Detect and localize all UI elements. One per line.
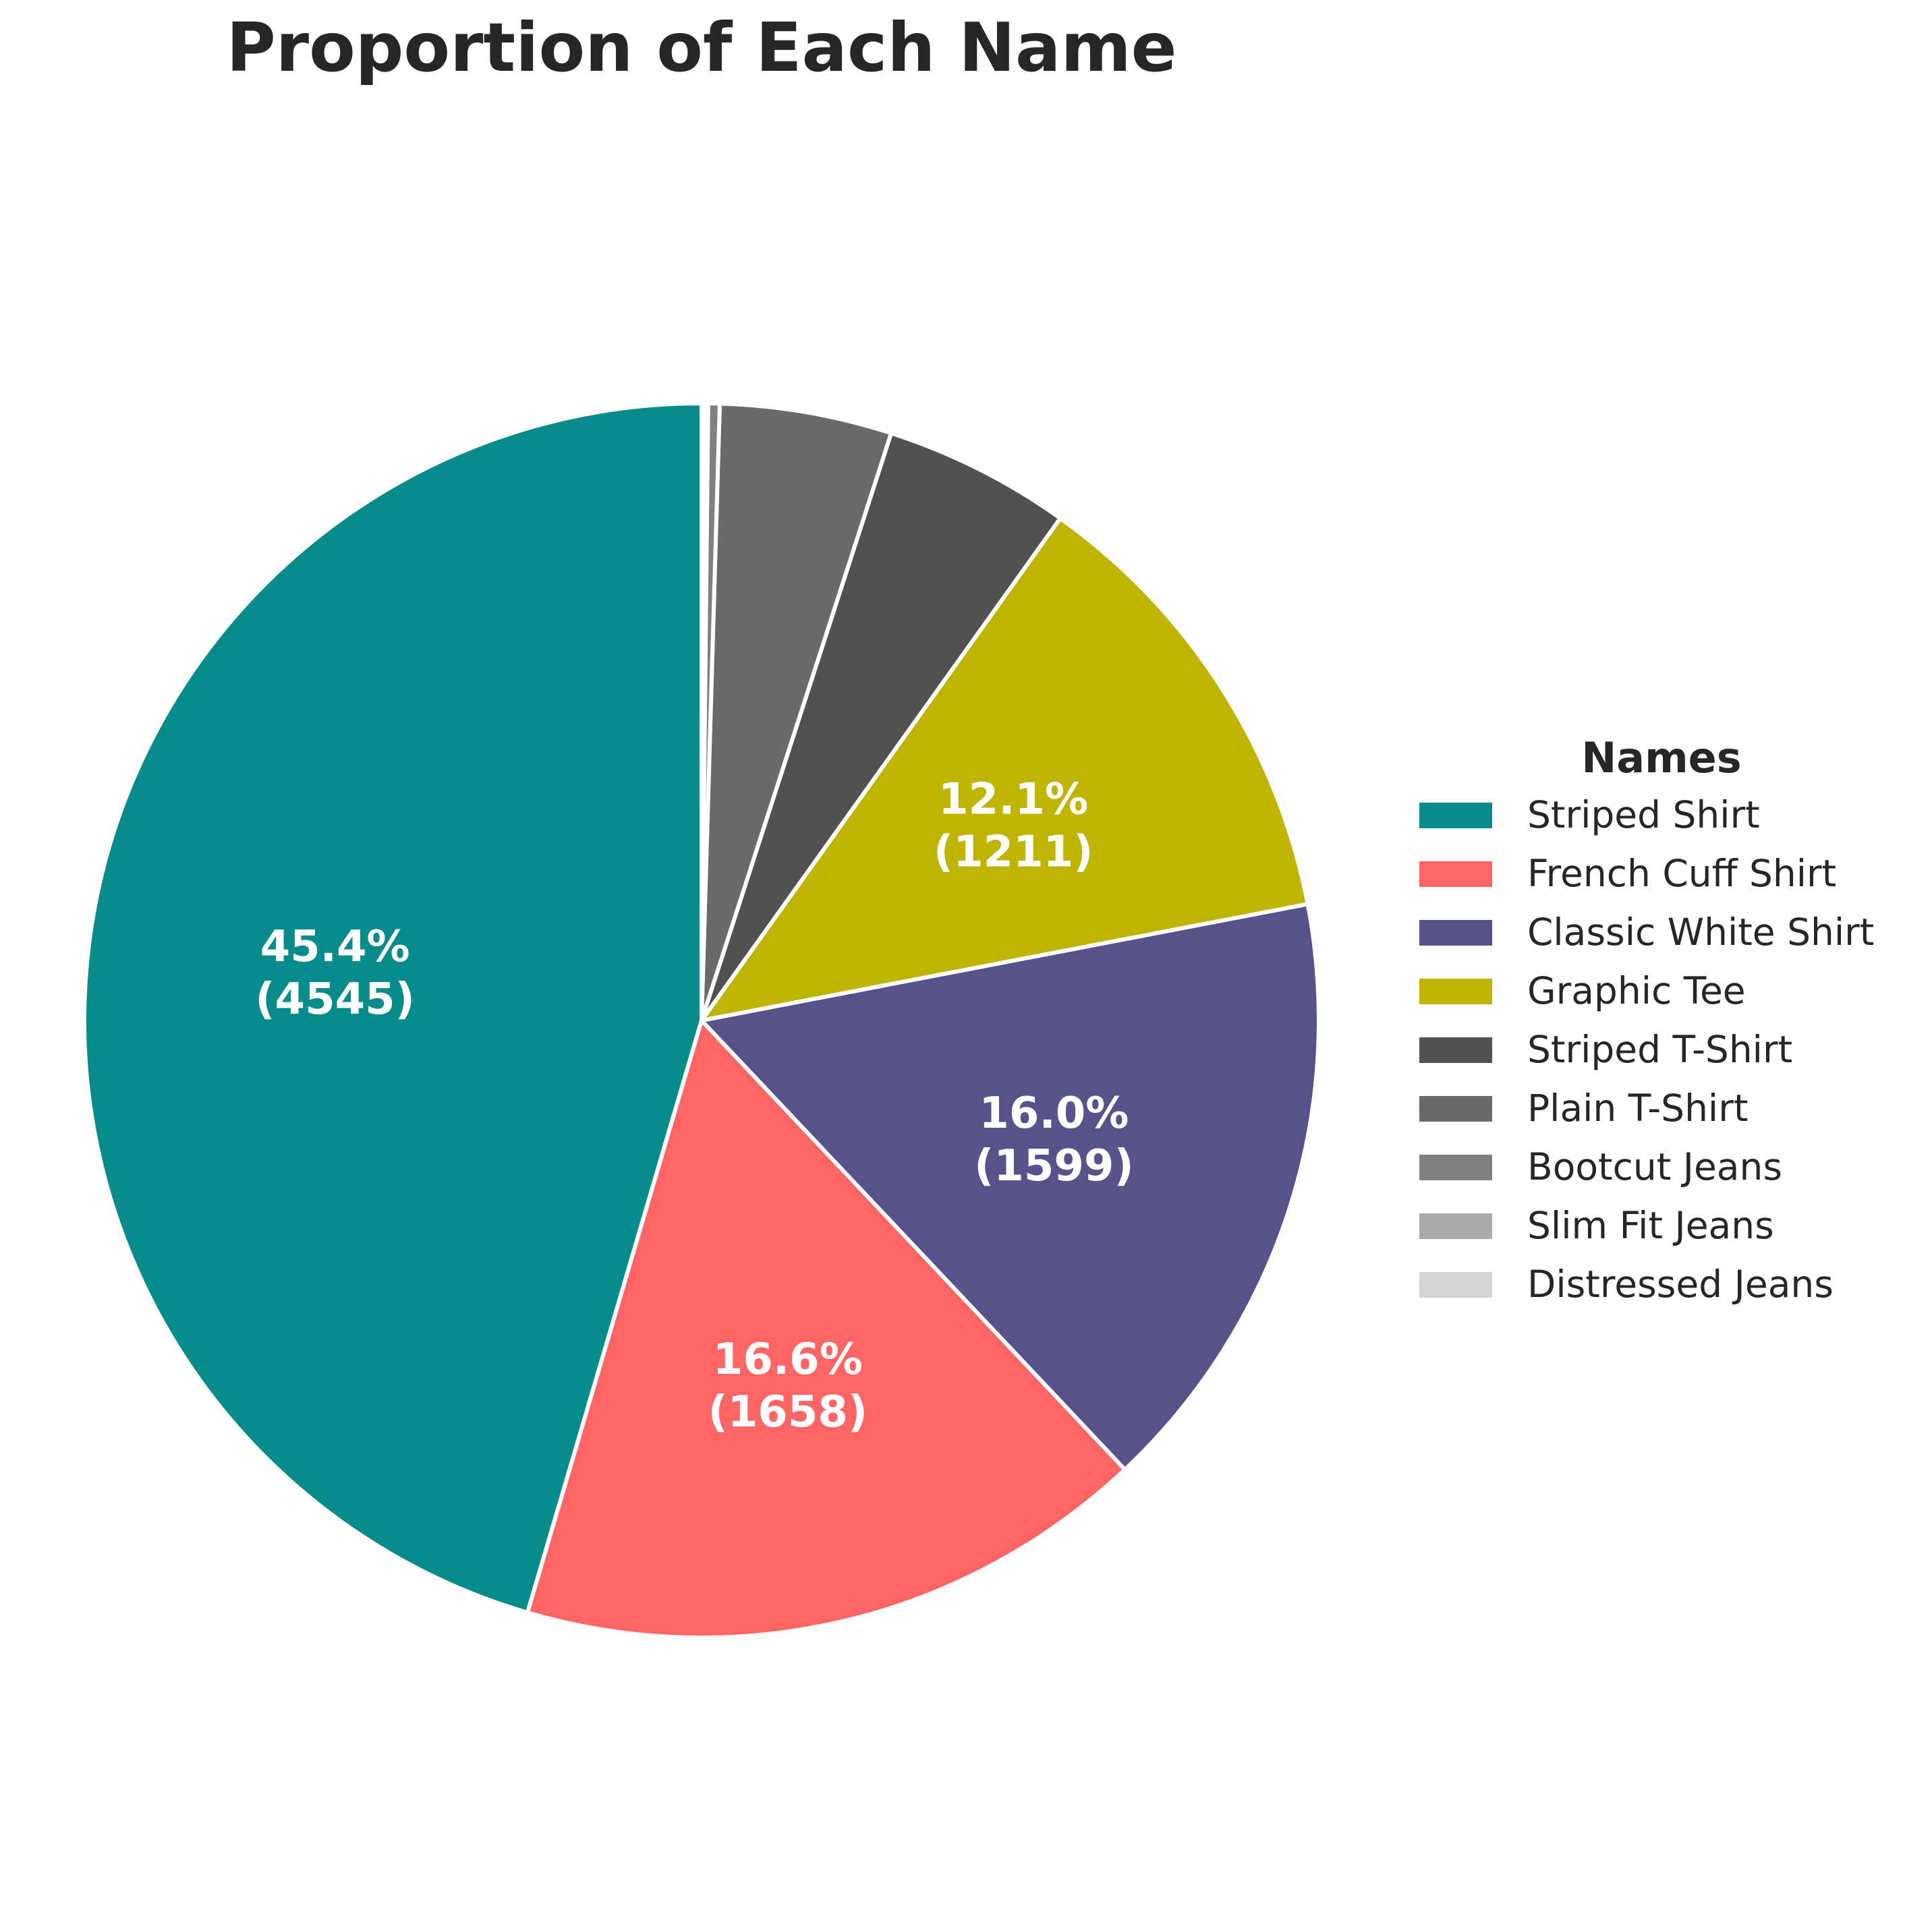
legend-label-classic-white-shirt: Classic White Shirt: [1527, 911, 1874, 954]
slice-percent-label: 16.0%: [979, 1089, 1129, 1139]
pie-slice-striped-t-shirt: [700, 431, 1062, 1022]
legend-label-graphic-tee: Graphic Tee: [1527, 969, 1746, 1012]
legend-swatch-slim-fit-jeans: [1419, 1213, 1492, 1239]
slice-labels: 45.4%(4545) 16.6%(1658) 16.0%(1599) 12.1%(1…: [255, 775, 1133, 1437]
pie-slice-striped-shirt: [82, 401, 704, 1615]
legend-label-bootcut-jeans: Bootcut Jeans: [1527, 1145, 1782, 1188]
pie-slice-distressed-jeans: [700, 401, 707, 1022]
slice-count-label: (1211): [934, 828, 1093, 877]
chart-title: Proportion of Each Name: [227, 8, 1177, 87]
pie-slice-classic-white-shirt: [700, 902, 1322, 1472]
legend-label-slim-fit-jeans: Slim Fit Jeans: [1527, 1204, 1774, 1247]
legend-label-striped-t-shirt: Striped T-Shirt: [1527, 1028, 1792, 1071]
slice-count-label: (4545): [255, 975, 415, 1025]
legend-swatch-bootcut-jeans: [1419, 1155, 1492, 1180]
legend-swatch-striped-shirt: [1419, 803, 1492, 828]
legend-swatch-plain-t-shirt: [1419, 1096, 1492, 1122]
legend: Names Striped Shirt French Cuff Shirt Clas…: [1419, 733, 1874, 1306]
legend-label-distressed-jeans: Distressed Jeans: [1527, 1263, 1834, 1306]
legend-title: Names: [1581, 733, 1741, 782]
pie-slice-plain-t-shirt: [700, 401, 894, 1022]
pie-slice-graphic-tee: [700, 516, 1310, 1022]
legend-label-french-cuff-shirt: French Cuff Shirt: [1527, 852, 1836, 895]
legend-swatch-classic-white-shirt: [1419, 920, 1492, 946]
legend-swatch-distressed-jeans: [1419, 1272, 1492, 1298]
legend-swatch-striped-t-shirt: [1419, 1037, 1492, 1063]
slice-count-label: (1658): [708, 1387, 868, 1437]
legend-label-plain-t-shirt: Plain T-Shirt: [1527, 1087, 1748, 1130]
pie-slices: [82, 401, 1322, 1640]
slice-percent-label: 16.6%: [713, 1335, 863, 1385]
slice-count-label: (1599): [974, 1141, 1134, 1191]
legend-swatch-graphic-tee: [1419, 979, 1492, 1004]
legend-label-striped-shirt: Striped Shirt: [1527, 793, 1760, 836]
legend-swatch-french-cuff-shirt: [1419, 861, 1492, 887]
slice-percent-label: 45.4%: [260, 922, 410, 972]
pie-slice-french-cuff-shirt: [525, 1018, 1127, 1640]
slice-percent-label: 12.1%: [938, 775, 1088, 825]
